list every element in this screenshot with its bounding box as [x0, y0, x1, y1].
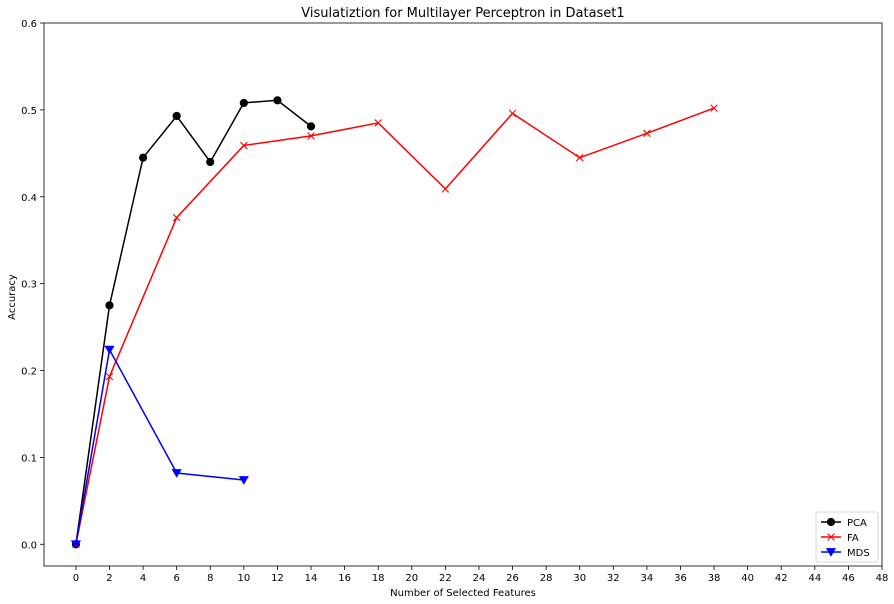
y-tick-label: 0.5	[21, 106, 37, 117]
data-point-fa	[172, 213, 181, 222]
x-tick-label: 40	[741, 573, 754, 584]
legend-item-fa: FA	[821, 533, 859, 544]
y-tick-label: 0.6	[21, 19, 37, 30]
x-tick-label: 8	[207, 573, 213, 584]
marker-stroke	[105, 372, 114, 381]
legend-item-pca: PCA	[821, 517, 867, 529]
legend-marker	[825, 548, 837, 557]
data-point-fa	[307, 132, 315, 140]
x-tick-label: 32	[607, 573, 620, 584]
x-tick-label: 46	[842, 573, 855, 584]
x-tick-label: 36	[674, 573, 687, 584]
series-line-fa	[75, 107, 715, 545]
marker-stroke	[374, 119, 382, 127]
data-point-fa	[643, 129, 651, 138]
y-axis-ticks: 0.0 0.1 0.2 0.3 0.4 0.5 0.6	[21, 19, 44, 551]
data-point-pca	[172, 111, 181, 121]
data-point-pca	[239, 98, 248, 108]
x-tick-label: 26	[506, 573, 519, 584]
x-tick-label: 10	[237, 573, 250, 584]
y-tick-label: 0.2	[21, 367, 37, 378]
x-tick-label: 16	[338, 573, 351, 584]
plot-frame	[43, 22, 883, 567]
legend-label: PCA	[847, 518, 867, 529]
marker-stroke	[575, 153, 584, 162]
x-axis-ticks: 0 2 4 6 8 10 12 14 16 18 20 22 24 26 28 30 32 34 36 38 40 42 4…	[73, 566, 889, 584]
plot-border	[43, 22, 883, 567]
marker-stroke	[508, 109, 517, 118]
x-tick-label: 6	[173, 573, 179, 584]
data-point-pca	[138, 153, 148, 162]
data-point-mds	[70, 540, 81, 550]
data-point-pca	[206, 157, 215, 167]
data-point-mds	[171, 469, 182, 478]
legend-label: FA	[847, 533, 859, 544]
x-tick-label: 14	[305, 573, 318, 584]
data-point-fa	[105, 372, 114, 381]
series-line-mds	[75, 347, 244, 545]
marker-stroke	[172, 213, 181, 222]
data-point-mds	[104, 345, 115, 355]
marker-stroke	[827, 533, 835, 541]
data-point-fa	[508, 109, 517, 118]
series-pca	[71, 96, 316, 549]
data-point-mds	[238, 476, 249, 485]
x-tick-label: 28	[540, 573, 553, 584]
data-point-fa	[710, 104, 718, 112]
data-point-pca	[273, 96, 282, 105]
series-layer	[70, 96, 718, 550]
series-mds	[70, 345, 249, 550]
x-tick-label: 4	[140, 573, 146, 584]
x-tick-label: 2	[106, 573, 112, 584]
x-tick-label: 44	[808, 573, 821, 584]
data-point-pca	[306, 122, 316, 131]
x-tick-label: 18	[372, 573, 385, 584]
series-fa	[72, 104, 718, 549]
x-tick-label: 22	[439, 573, 452, 584]
x-tick-label: 38	[708, 573, 721, 584]
marker-stroke	[441, 185, 450, 193]
series-line-pca	[75, 99, 312, 545]
y-tick-label: 0.1	[21, 453, 37, 464]
data-point-fa	[441, 185, 450, 193]
y-tick-label: 0.0	[21, 540, 37, 551]
x-tick-label: 42	[775, 573, 788, 584]
y-tick-label: 0.4	[21, 193, 37, 204]
marker-stroke	[643, 129, 651, 138]
x-tick-label: 30	[573, 573, 586, 584]
x-tick-label: 12	[271, 573, 284, 584]
marker-stroke	[710, 104, 718, 112]
y-axis-label: Accuracy	[7, 274, 18, 320]
legend-item-mds: MDS	[821, 548, 870, 559]
data-point-fa	[575, 153, 584, 162]
data-point-fa	[240, 141, 248, 150]
chart-title: Visulatiztion for Multilayer Perceptron …	[301, 6, 624, 21]
x-tick-label: 48	[876, 573, 889, 584]
data-point-fa	[374, 119, 382, 127]
legend-marker	[827, 533, 835, 541]
marker-stroke	[240, 141, 248, 150]
legend-marker	[826, 517, 836, 527]
marker-stroke	[307, 132, 315, 140]
x-tick-label: 34	[641, 573, 654, 584]
x-tick-label: 0	[73, 573, 79, 584]
data-point-pca	[105, 301, 114, 310]
y-tick-label: 0.3	[21, 280, 37, 291]
legend-label: MDS	[847, 548, 870, 559]
x-tick-label: 24	[473, 573, 486, 584]
legend: PCA FA MDS	[815, 511, 879, 563]
x-axis-label: Number of Selected Features	[390, 588, 536, 599]
x-tick-label: 20	[405, 573, 418, 584]
